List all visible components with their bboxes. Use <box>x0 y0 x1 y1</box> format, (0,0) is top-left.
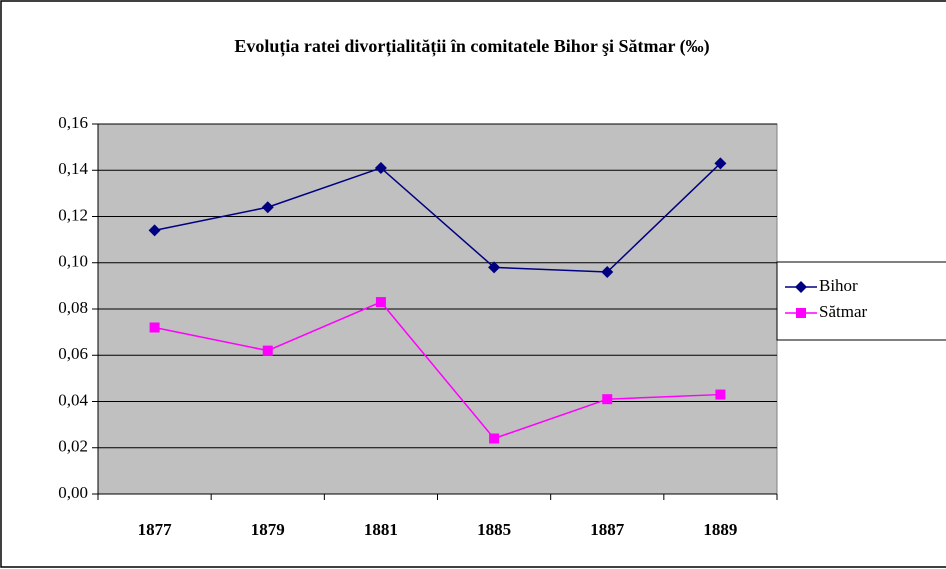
x-tick-label: 1877 <box>138 520 173 539</box>
y-tick-label: 0,02 <box>58 437 88 456</box>
y-tick-label: 0,04 <box>58 390 88 409</box>
chart-title: Evoluția ratei divorțialității în comita… <box>234 36 709 57</box>
series-line <box>154 162 721 273</box>
y-tick-label: 0,06 <box>58 344 88 363</box>
marker <box>602 394 613 405</box>
y-tick-label: 0,14 <box>58 159 88 178</box>
marker <box>796 308 806 318</box>
y-tick-label: 0,16 <box>58 113 88 132</box>
marker <box>374 161 387 174</box>
y-tick-label: 0,00 <box>58 483 88 502</box>
x-tick-label: 1879 <box>251 520 285 539</box>
y-tick-label: 0,10 <box>58 252 88 271</box>
marker <box>488 261 501 274</box>
legend-label: Bihor <box>819 276 858 295</box>
marker <box>149 322 160 333</box>
marker <box>262 345 273 356</box>
x-tick-label: 1881 <box>364 520 398 539</box>
marker <box>489 433 500 444</box>
x-tick-label: 1887 <box>590 520 625 539</box>
marker <box>795 281 807 293</box>
y-tick-label: 0,08 <box>58 298 88 317</box>
legend-box <box>776 261 946 341</box>
marker <box>261 201 274 214</box>
x-tick-label: 1889 <box>703 520 737 539</box>
y-tick-label: 0,12 <box>58 205 88 224</box>
marker <box>601 266 614 278</box>
legend-label: Sătmar <box>819 302 867 321</box>
marker <box>714 157 727 170</box>
marker <box>148 224 161 237</box>
series-line <box>154 301 721 440</box>
marker <box>375 297 386 308</box>
marker <box>715 389 726 400</box>
x-tick-label: 1885 <box>477 520 511 539</box>
